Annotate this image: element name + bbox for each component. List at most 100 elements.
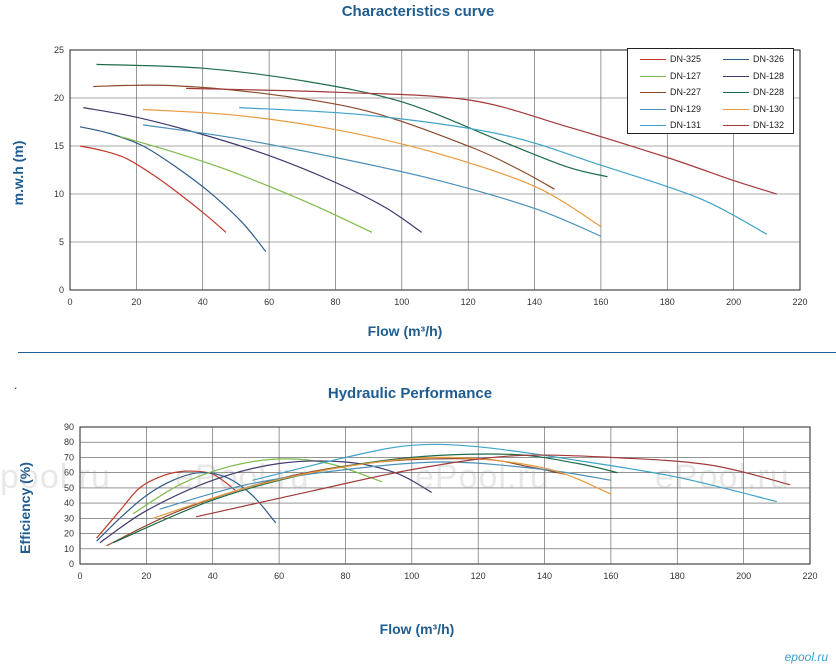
- hydraulic-x-tick-label: 100: [404, 571, 419, 581]
- hydraulic-x-tick-label: 0: [77, 571, 82, 581]
- hydraulic-y-tick-label: 20: [64, 529, 74, 539]
- characteristics-y-tick-label: 20: [54, 93, 64, 103]
- legend-item-dn-130: DN-130: [723, 103, 784, 115]
- legend-item-dn-227: DN-227: [640, 86, 701, 98]
- hydraulic-y-tick-label: 30: [64, 513, 74, 523]
- characteristics-series-dn-132: [186, 87, 777, 195]
- legend-swatch: [640, 92, 666, 94]
- hydraulic-y-axis-label: Efficiency (%): [17, 462, 33, 554]
- characteristics-y-axis-label: m.w.h (m): [10, 140, 26, 206]
- hydraulic-x-tick-label: 160: [603, 571, 618, 581]
- hydraulic-series-dn-130: [152, 456, 612, 519]
- characteristics-chart-title: Characteristics curve: [341, 3, 495, 20]
- hydraulic-series-dn-325: [96, 470, 237, 539]
- legend-swatch: [640, 108, 666, 110]
- characteristics-series-dn-131: [239, 107, 768, 235]
- characteristics-x-tick-label: 0: [67, 297, 72, 307]
- hydraulic-x-tick-label: 40: [208, 571, 218, 581]
- legend-item-dn-131: DN-131: [640, 119, 701, 131]
- legend-label: DN-128: [753, 70, 785, 81]
- legend-swatch: [640, 125, 666, 127]
- characteristics-x-tick-label: 180: [660, 297, 675, 307]
- legend-item-dn-132: DN-132: [723, 119, 784, 131]
- hydraulic-x-tick-label: 60: [274, 571, 284, 581]
- hydraulic-y-tick-label: 60: [64, 468, 74, 478]
- characteristics-series-dn-227: [93, 84, 555, 190]
- characteristics-series-dn-127: [119, 135, 373, 233]
- legend-swatch: [723, 125, 749, 127]
- legend-item-dn-326: DN-326: [723, 53, 784, 65]
- hydraulic-y-tick-label: 0: [69, 559, 74, 569]
- legend-label: DN-130: [753, 103, 785, 114]
- hydraulic-y-tick-label: 90: [64, 422, 74, 432]
- legend-label: DN-132: [753, 120, 785, 130]
- hydraulic-y-tick-label: 40: [64, 498, 74, 508]
- hydraulic-y-tick-label: 70: [64, 452, 74, 462]
- legend-item-dn-128: DN-128: [723, 70, 784, 82]
- characteristics-x-tick-label: 160: [593, 297, 608, 307]
- legend-item-dn-325: DN-325: [640, 53, 701, 65]
- hydraulic-y-tick-label: 80: [64, 437, 74, 447]
- characteristics-x-tick-label: 20: [131, 297, 141, 307]
- hydraulic-x-tick-label: 140: [537, 571, 552, 581]
- characteristics-y-tick-label: 25: [54, 45, 64, 55]
- hydraulic-x-tick-label: 220: [802, 571, 817, 581]
- chart-legend: DN-325 DN-326 DN-127 DN-128 DN-227 DN-228 DN-1…: [627, 48, 794, 134]
- hydraulic-x-tick-label: 180: [670, 571, 685, 581]
- legend-label: DN-127: [670, 70, 702, 81]
- hydraulic-series-dn-228: [112, 453, 618, 544]
- characteristics-series-dn-228: [96, 63, 608, 178]
- hydraulic-plot-area: [79, 426, 811, 565]
- stray-dot: .: [14, 378, 18, 392]
- legend-label: DN-129: [670, 103, 702, 114]
- hydraulic-series-dn-127: [132, 458, 383, 515]
- legend-label: DN-326: [753, 54, 785, 64]
- hydraulic-y-tick-label: 10: [64, 544, 74, 554]
- characteristics-y-tick-label: 15: [54, 141, 64, 151]
- hydraulic-series-dn-131: [252, 443, 777, 503]
- characteristics-x-tick-label: 100: [394, 297, 409, 307]
- characteristics-series-dn-326: [79, 126, 267, 252]
- hydraulic-y-tick-label: 50: [64, 483, 74, 493]
- section-divider: [18, 352, 836, 353]
- characteristics-y-tick-label: 5: [59, 237, 64, 247]
- legend-swatch: [723, 75, 749, 77]
- characteristics-series-dn-128: [83, 107, 423, 233]
- hydraulic-x-tick-label: 80: [340, 571, 350, 581]
- characteristics-y-tick-label: 0: [59, 285, 64, 295]
- legend-label: DN-325: [670, 54, 702, 64]
- legend-swatch: [723, 92, 749, 94]
- hydraulic-x-tick-label: 200: [736, 571, 751, 581]
- legend-label: DN-228: [753, 87, 785, 97]
- legend-swatch: [640, 75, 666, 77]
- characteristics-x-axis-label: Flow (m³/h): [367, 323, 443, 339]
- legend-item-dn-129: DN-129: [640, 103, 701, 115]
- characteristics-x-tick-label: 120: [461, 297, 476, 307]
- characteristics-series-dn-129: [142, 124, 602, 237]
- hydraulic-performance-chart-title: Hydraulic Performance: [327, 385, 493, 402]
- characteristics-x-tick-label: 140: [527, 297, 542, 307]
- site-logo: epool.ru: [784, 650, 828, 664]
- hydraulic-series-dn-129: [159, 461, 611, 510]
- legend-label: DN-131: [670, 120, 702, 130]
- hydraulic-x-tick-label: 20: [141, 571, 151, 581]
- characteristics-x-tick-label: 220: [792, 297, 807, 307]
- characteristics-x-tick-label: 80: [330, 297, 340, 307]
- characteristics-x-tick-label: 40: [198, 297, 208, 307]
- legend-item-dn-127: DN-127: [640, 70, 701, 82]
- hydraulic-x-tick-label: 120: [471, 571, 486, 581]
- characteristics-x-tick-label: 60: [264, 297, 274, 307]
- hydraulic-series-dn-326: [96, 471, 277, 542]
- legend-swatch: [640, 59, 666, 61]
- characteristics-series-dn-325: [79, 145, 227, 233]
- hydraulic-performance-chart: 0 20 40 60 80 100 120 140 160 180 200 220 0 10 20 30 40 5…: [64, 422, 818, 581]
- characteristics-y-tick-label: 10: [54, 189, 64, 199]
- characteristics-series-dn-130: [142, 108, 602, 228]
- legend-swatch: [723, 108, 749, 110]
- characteristics-x-tick-label: 200: [726, 297, 741, 307]
- hydraulic-series-dn-132: [195, 454, 791, 518]
- legend-label: DN-227: [670, 87, 702, 97]
- hydraulic-x-axis-label: Flow (m³/h): [379, 621, 455, 637]
- legend-item-dn-228: DN-228: [723, 86, 784, 98]
- legend-swatch: [723, 59, 749, 61]
